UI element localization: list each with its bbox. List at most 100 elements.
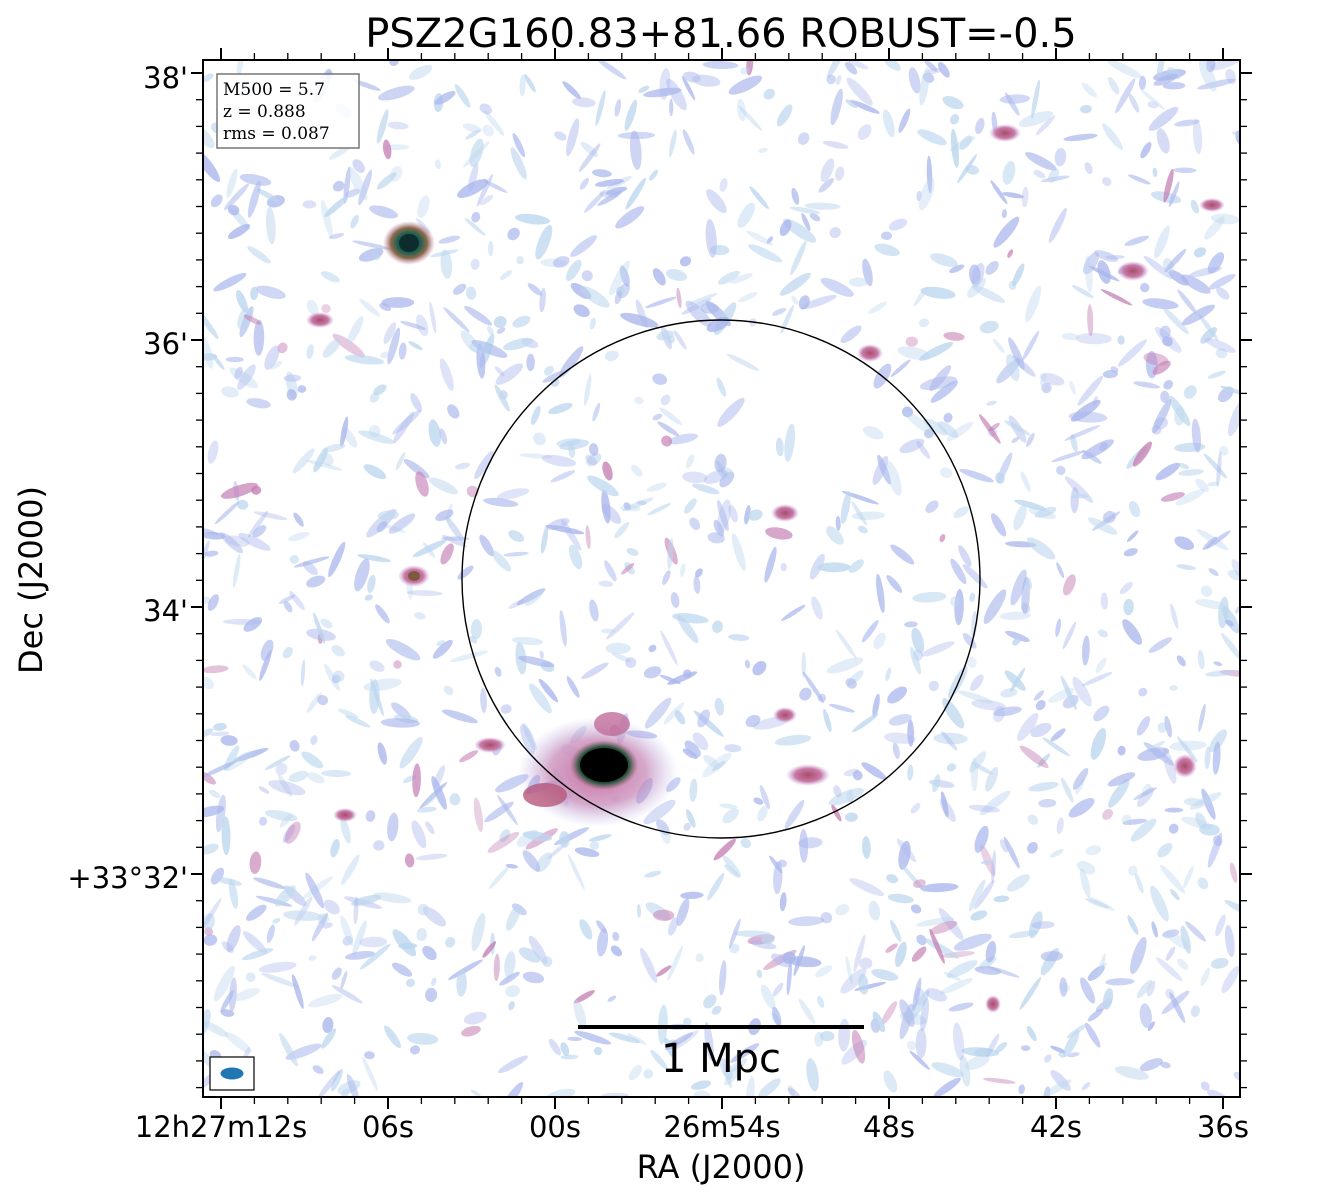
noise-blob bbox=[1122, 818, 1148, 825]
noise-blob bbox=[714, 453, 727, 473]
noise-blob bbox=[957, 690, 994, 704]
noise-blob bbox=[261, 973, 299, 988]
noise-blob bbox=[573, 990, 595, 1004]
noise-blob bbox=[1195, 478, 1209, 492]
noise-blob bbox=[971, 699, 1007, 711]
y-tick-label: 34' bbox=[143, 594, 188, 628]
noise-blob bbox=[1071, 494, 1090, 499]
noise-blob bbox=[494, 366, 505, 377]
noise-blob bbox=[940, 791, 949, 818]
noise-blob bbox=[215, 877, 243, 886]
noise-blob bbox=[1147, 1021, 1155, 1031]
noise-blob bbox=[601, 628, 616, 634]
noise-blob bbox=[862, 258, 873, 287]
noise-blob bbox=[912, 591, 947, 603]
noise-blob bbox=[548, 1038, 561, 1056]
noise-blob bbox=[277, 774, 293, 797]
noise-blob bbox=[722, 808, 739, 824]
noise-blob bbox=[958, 545, 972, 567]
noise-blob bbox=[1165, 946, 1176, 961]
noise-blob bbox=[990, 513, 1007, 537]
noise-blob bbox=[607, 995, 617, 1002]
noise-blob bbox=[293, 556, 330, 568]
noise-blob bbox=[1114, 1066, 1149, 1080]
noise-blob bbox=[668, 433, 699, 445]
source-small-11 bbox=[773, 707, 797, 723]
noise-blob bbox=[1156, 60, 1165, 78]
noise-blob bbox=[220, 990, 234, 1013]
noise-blob bbox=[302, 561, 318, 576]
noise-blob bbox=[1162, 929, 1180, 938]
noise-blob bbox=[542, 370, 566, 383]
noise-blob bbox=[667, 537, 674, 570]
noise-blob bbox=[479, 103, 493, 115]
y-axis-label: Dec (J2000) bbox=[12, 486, 50, 674]
noise-blob bbox=[925, 500, 939, 513]
noise-blob bbox=[266, 924, 275, 943]
noise-blob bbox=[322, 1017, 334, 1033]
noise-blob bbox=[953, 933, 992, 951]
noise-blob bbox=[1087, 304, 1094, 337]
noise-blob bbox=[953, 1022, 965, 1061]
noise-blob bbox=[1183, 797, 1205, 807]
noise-blob bbox=[310, 735, 318, 745]
noise-blob bbox=[1143, 255, 1173, 280]
noise-blob bbox=[823, 708, 832, 733]
noise-blob bbox=[1165, 988, 1175, 1000]
noise-blob bbox=[529, 683, 552, 714]
noise-blob bbox=[621, 562, 635, 575]
noise-blob bbox=[1034, 506, 1057, 518]
noise-blob bbox=[779, 219, 792, 237]
noise-blob bbox=[944, 972, 961, 981]
noise-blob bbox=[340, 915, 354, 946]
noise-blob bbox=[895, 941, 907, 968]
noise-blob bbox=[499, 270, 513, 280]
noise-blob bbox=[586, 452, 602, 467]
noise-blob bbox=[377, 510, 399, 521]
noise-blob bbox=[413, 612, 426, 620]
noise-blob bbox=[634, 396, 644, 405]
noise-blob bbox=[986, 965, 1020, 978]
noise-blob bbox=[983, 1077, 1016, 1084]
noise-blob bbox=[252, 525, 267, 538]
noise-blob bbox=[692, 483, 720, 495]
noise-blob bbox=[324, 663, 340, 691]
noise-blob bbox=[480, 194, 494, 206]
noise-blob bbox=[902, 406, 913, 418]
noise-blob bbox=[1070, 487, 1079, 514]
noise-blob bbox=[740, 838, 752, 849]
noise-blob bbox=[986, 400, 997, 406]
noise-blob bbox=[1005, 630, 1030, 643]
noise-blob bbox=[1123, 598, 1134, 616]
noise-blob bbox=[872, 693, 880, 718]
noise-blob bbox=[376, 109, 389, 144]
noise-blob bbox=[974, 879, 995, 910]
noise-blob bbox=[749, 186, 769, 210]
noise-blob bbox=[970, 910, 988, 921]
noise-blob bbox=[265, 810, 298, 822]
noise-blob bbox=[1185, 921, 1207, 942]
noise-blob bbox=[425, 821, 435, 835]
noise-blob bbox=[519, 74, 526, 97]
noise-blob bbox=[439, 428, 448, 445]
noise-blob bbox=[668, 917, 678, 936]
noise-blob bbox=[1093, 250, 1119, 262]
noise-blob bbox=[887, 893, 914, 904]
noise-blob bbox=[1082, 449, 1102, 464]
noise-blob bbox=[857, 124, 872, 140]
noise-blob bbox=[760, 984, 776, 1010]
noise-blob bbox=[974, 1047, 990, 1057]
noise-blob bbox=[703, 754, 719, 768]
noise-blob bbox=[392, 929, 417, 957]
noise-blob bbox=[511, 636, 544, 646]
noise-blob bbox=[1160, 390, 1170, 403]
noise-blob bbox=[640, 947, 658, 983]
noise-blob bbox=[840, 325, 862, 344]
noise-blob bbox=[1080, 977, 1096, 1004]
noise-blob bbox=[573, 304, 590, 318]
noise-blob bbox=[350, 214, 359, 229]
noise-blob bbox=[226, 925, 241, 952]
noise-blob bbox=[1189, 266, 1222, 277]
noise-blob bbox=[282, 824, 296, 843]
